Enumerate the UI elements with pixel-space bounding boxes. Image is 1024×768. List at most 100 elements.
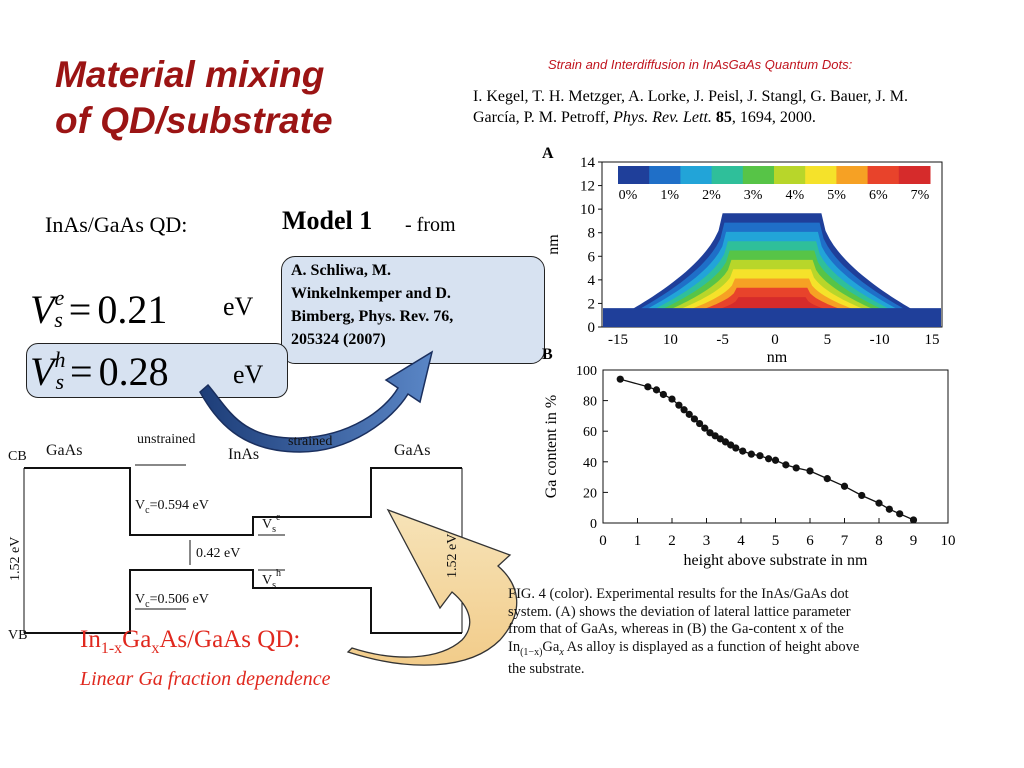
data-point — [668, 395, 676, 403]
vc-label: Vc=0.594 eV — [135, 498, 209, 516]
data-point — [675, 401, 683, 409]
equation-electron: Ves = 0.21 — [30, 285, 168, 338]
data-point — [711, 432, 719, 440]
x-tick-label: -5 — [716, 332, 729, 348]
colorbar-segment — [711, 166, 744, 184]
y-tick-label: 10 — [580, 202, 595, 218]
x-tick-label: 5 — [824, 332, 832, 348]
data-point — [885, 505, 893, 513]
data-point — [716, 435, 724, 443]
data-point — [858, 491, 866, 500]
reference-volume: 85 — [715, 109, 732, 126]
colorbar-segment — [649, 166, 681, 184]
eq-e-sup: e — [54, 285, 65, 310]
data-point — [732, 444, 740, 452]
y-tick-label: 0 — [590, 517, 597, 532]
citation-callout: A. Schliwa, M. Winkelnkemper and D. Bimb… — [281, 256, 545, 364]
eq-e-unit: eV — [223, 292, 254, 321]
mixing-subtitle: Linear Ga fraction dependence — [80, 668, 331, 690]
data-point — [756, 452, 764, 460]
data-point — [706, 429, 714, 437]
gap-left-label: 1.52 eV — [8, 537, 23, 581]
colorbar-tick-label: 7% — [911, 188, 930, 203]
inas-gap-label: 0.42 eV — [196, 546, 240, 561]
colorbar-tick-label: 6% — [869, 188, 888, 203]
data-point — [909, 516, 918, 524]
colorbar-tick-label: 2% — [702, 188, 721, 203]
reference-journal: Phys. Rev. Lett. — [613, 109, 712, 126]
y-axis-label: Ga content in % — [543, 395, 560, 499]
y-axis-label: nm — [545, 234, 562, 255]
data-point — [875, 499, 883, 507]
eq-h-sub: s — [55, 369, 64, 394]
y-tick-label: 80 — [583, 395, 597, 410]
eq-h-op: = — [70, 349, 93, 394]
data-point — [644, 383, 652, 391]
data-point — [680, 406, 688, 414]
panel-b-label: B — [542, 346, 553, 363]
panel-a-label: A — [542, 145, 554, 162]
eq-e-sub: s — [54, 307, 63, 332]
reference-authors: I. Kegel, T. H. Metzger, A. Lorke, J. Pe… — [473, 86, 1018, 128]
data-point — [721, 438, 730, 446]
x-axis-label: height above substrate in nm — [684, 552, 869, 569]
colorbar-tick-label: 3% — [744, 188, 763, 203]
reference-pages: , 1694, 2000. — [731, 109, 816, 126]
eq-e-op: = — [68, 287, 92, 332]
x-tick-label: 10 — [663, 332, 678, 348]
data-point — [659, 390, 667, 399]
y-tick-label: 40 — [583, 456, 597, 471]
x-axis-label: nm — [767, 349, 788, 366]
y-tick-label: 14 — [580, 155, 596, 171]
y-tick-label: 0 — [588, 320, 596, 336]
x-tick-label: 9 — [910, 533, 918, 549]
reference-title: Strain and Interdiffusion in InAsGaAs Qu… — [548, 57, 853, 72]
data-point — [690, 415, 699, 423]
x-tick-label: -15 — [608, 332, 628, 348]
data-point — [727, 441, 735, 449]
cb-label: CB — [8, 449, 27, 464]
equation-hole: Vhs = 0.28 — [30, 347, 169, 400]
data-point — [616, 375, 624, 383]
colorbar-tick-label: 5% — [827, 188, 846, 203]
unstrained-label: unstrained — [137, 432, 195, 447]
data-point — [696, 419, 704, 428]
callout-line-3: Bimberg, Phys. Rev. 76, — [291, 308, 454, 325]
data-point — [739, 447, 747, 455]
reference-line-1: I. Kegel, T. H. Metzger, A. Lorke, J. Pe… — [473, 88, 908, 105]
slide-title: Material mixing of QD/substrate — [55, 52, 333, 144]
band-diagram: CB VB GaAs GaAs InAs unstrained strained… — [8, 432, 463, 643]
vv-label: Vc=0.506 eV — [135, 592, 209, 610]
colorbar-segment — [867, 166, 900, 184]
vsh-label: Vsh — [262, 568, 281, 591]
y-tick-label: 60 — [583, 425, 597, 440]
data-point — [792, 464, 800, 472]
x-tick-label: 15 — [925, 332, 940, 348]
eq-e-value: 0.21 — [97, 287, 168, 332]
title-line-1: Material mixing — [55, 54, 325, 95]
gap-right-label: 1.52 eV — [445, 534, 460, 578]
y-tick-label: 6 — [588, 249, 596, 265]
data-point — [701, 424, 709, 432]
y-tick-label: 8 — [588, 226, 596, 242]
colorbar-segment — [742, 166, 775, 184]
reference-authors-2: García, P. M. Petroff, — [473, 109, 614, 126]
model-from: - from — [405, 214, 456, 236]
colorbar-segment — [836, 166, 869, 184]
colorbar-segment — [898, 166, 931, 184]
reference-line-2: García, P. M. Petroff, Phys. Rev. Lett. … — [473, 107, 1018, 128]
chart-a-heatmap: A 0% 1% 2% 3% 4% 5% 6% 7% 0 2 4 6 8 10 12 14 -15 10 -5 0 5 -10… — [542, 145, 943, 366]
y-tick-label: 2 — [588, 296, 596, 312]
data-point — [765, 455, 773, 463]
data-point — [652, 386, 661, 394]
series-line — [620, 378, 914, 521]
gaas-right-label: GaAs — [394, 442, 430, 459]
y-tick-label: 100 — [576, 364, 597, 379]
x-tick-label: 0 — [771, 332, 779, 348]
data-point — [806, 467, 814, 475]
data-point — [782, 461, 790, 469]
x-tick-label: 0 — [599, 533, 607, 549]
callout-line-1: A. Schliwa, M. — [291, 262, 391, 279]
